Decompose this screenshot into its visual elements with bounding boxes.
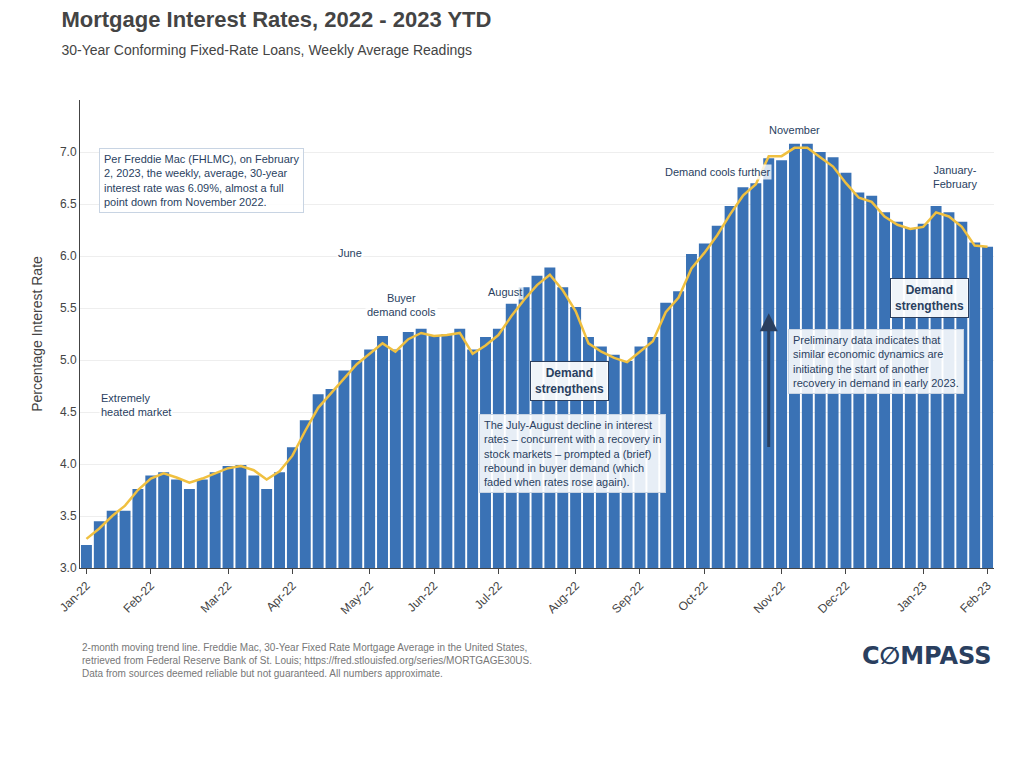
svg-text:5.0: 5.0 xyxy=(60,353,77,367)
svg-text:Extremelyheated market: Extremelyheated market xyxy=(101,392,171,418)
svg-text:6.0: 6.0 xyxy=(60,249,77,263)
svg-text:Apr-22: Apr-22 xyxy=(263,579,299,615)
svg-text:Mortgage Interest Rates, 2022: Mortgage Interest Rates, 2022 - 2023 YTD… xyxy=(61,7,491,59)
svg-text:Oct-22: Oct-22 xyxy=(675,579,711,615)
svg-text:Mar-22: Mar-22 xyxy=(198,579,235,616)
svg-text:January-February: January-February xyxy=(933,164,978,190)
svg-text:7.0: 7.0 xyxy=(60,145,77,159)
svg-text:C∅MPASS: C∅MPASS xyxy=(862,642,992,670)
svg-text:Demand cools further: Demand cools further xyxy=(665,166,770,178)
svg-text:August: August xyxy=(488,286,522,298)
svg-text:November: November xyxy=(769,124,820,136)
svg-text:2-month moving trend line. Fre: 2-month moving trend line. Freddie Mac, … xyxy=(82,642,532,679)
svg-text:Aug-22: Aug-22 xyxy=(545,579,582,616)
svg-text:6.5: 6.5 xyxy=(60,197,77,211)
svg-text:Feb-22: Feb-22 xyxy=(120,579,157,616)
svg-text:Preliminary data indicates tha: Preliminary data indicates thatsimilar e… xyxy=(793,334,959,389)
svg-text:Sep-22: Sep-22 xyxy=(609,579,646,616)
svg-text:Jul-22: Jul-22 xyxy=(472,579,505,612)
svg-text:Jan-22: Jan-22 xyxy=(57,579,93,615)
svg-text:June: June xyxy=(338,247,362,259)
svg-text:4.0: 4.0 xyxy=(60,457,77,471)
svg-text:Jun-22: Jun-22 xyxy=(405,579,441,615)
svg-text:Buyerdemand cools: Buyerdemand cools xyxy=(367,292,436,318)
svg-text:May-22: May-22 xyxy=(338,579,376,617)
svg-text:The July-August decline in int: The July-August decline in interestrates… xyxy=(484,419,661,488)
svg-text:Dec-22: Dec-22 xyxy=(815,579,852,616)
svg-text:5.5: 5.5 xyxy=(60,301,77,315)
svg-text:3.0: 3.0 xyxy=(60,561,77,575)
svg-text:Demandstrengthens: Demandstrengthens xyxy=(535,366,604,396)
svg-text:Nov-22: Nov-22 xyxy=(751,579,788,616)
svg-text:Per Freddie Mac (FHLMC), on Fe: Per Freddie Mac (FHLMC), on February2, 2… xyxy=(104,153,299,208)
svg-text:4.5: 4.5 xyxy=(60,405,77,419)
svg-text:Jan-23: Jan-23 xyxy=(894,579,930,615)
svg-text:Demandstrengthens: Demandstrengthens xyxy=(895,283,964,313)
svg-text:Percentage Interest Rate: Percentage Interest Rate xyxy=(29,256,45,412)
svg-text:Feb-23: Feb-23 xyxy=(957,579,994,616)
svg-text:3.5: 3.5 xyxy=(60,509,77,523)
